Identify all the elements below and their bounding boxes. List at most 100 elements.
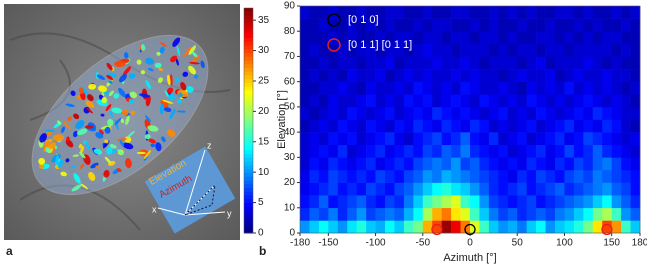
y-tick-label: 40 (284, 127, 296, 138)
heatmap-cell (564, 207, 575, 221)
heatmap-cell (318, 220, 329, 234)
heatmap-cell (555, 157, 565, 171)
heatmap-cell (592, 207, 603, 221)
heatmap-cell (573, 56, 584, 70)
heatmap-cell (366, 31, 376, 45)
colorbar-segment (244, 23, 253, 28)
grain (73, 130, 78, 138)
heatmap-cell (526, 69, 537, 82)
heatmap-cell (394, 220, 405, 234)
heatmap-cell (413, 132, 424, 146)
heatmap-cell (328, 69, 339, 82)
grain (188, 65, 197, 75)
heatmap-cell (526, 169, 537, 183)
heatmap-cell (517, 106, 527, 120)
grain (87, 94, 94, 102)
colorbar-segment (244, 206, 253, 211)
grain (72, 154, 80, 157)
heatmap-cell (555, 182, 565, 196)
heatmap-cell (403, 69, 414, 82)
heatmap-cell (498, 56, 509, 70)
heatmap-cell (498, 18, 509, 32)
heatmap-cell (422, 69, 433, 82)
heatmap-cell (451, 69, 461, 82)
grain (117, 149, 124, 155)
heatmap-cell (611, 182, 622, 196)
heatmap-cell (300, 207, 310, 221)
heatmap-cell (573, 144, 584, 158)
grain (78, 143, 82, 149)
heatmap-cell (403, 182, 414, 196)
y-tick-label: 60 (284, 76, 296, 87)
colorbar-segment (244, 131, 253, 136)
heatmap-cell (385, 69, 395, 82)
heatmap-cell (441, 169, 452, 183)
heatmap-cell (536, 56, 546, 70)
grain (45, 147, 50, 153)
grain (143, 150, 152, 160)
heatmap-cell (470, 106, 480, 120)
heatmap-cell (300, 132, 310, 146)
grain (128, 98, 134, 105)
colorbar-segment (244, 19, 253, 24)
heatmap-cell (526, 195, 537, 209)
heatmap-cell (422, 195, 433, 209)
heatmap-cell (356, 106, 367, 120)
heatmap-cell (318, 182, 329, 196)
heatmap-cell (422, 119, 433, 133)
heatmap-cell (432, 220, 442, 234)
colorbar-segment (244, 38, 253, 43)
heatmap-cell (432, 157, 442, 171)
x-axis-title: Azimuth [°] (443, 252, 496, 264)
heatmap-cell (375, 182, 386, 196)
colorbar-segment (244, 188, 253, 193)
heatmap-cell (611, 195, 622, 209)
heatmap-cell (309, 31, 320, 45)
heatmap-cell (498, 195, 509, 209)
heatmap-cell (470, 81, 480, 95)
colorbar-segment (244, 154, 253, 159)
heatmap-cell (403, 144, 414, 158)
heatmap-cell (545, 6, 556, 19)
heatmap-cell (451, 43, 461, 57)
heatmap-cell (451, 220, 461, 234)
heatmap-cell (555, 81, 565, 95)
heatmap-cell (356, 6, 367, 19)
colorbar-segment (244, 191, 253, 196)
heatmap-cell (545, 94, 556, 108)
heatmap-cell (602, 6, 612, 19)
heatmap-cell (583, 132, 594, 146)
grain (119, 73, 127, 83)
heatmap-cell (460, 182, 471, 196)
heatmap-cell (318, 6, 329, 19)
heatmap-cell (337, 182, 348, 196)
heatmap-cell (451, 207, 461, 221)
heatmap-cell (441, 81, 452, 95)
heatmap-cell (583, 220, 594, 234)
grain (66, 136, 70, 142)
heatmap-cell (328, 195, 339, 209)
heatmap-cell (611, 56, 622, 70)
heatmap-cell (621, 220, 631, 234)
heatmap-cell (536, 144, 546, 158)
heatmap-cell (479, 220, 490, 234)
heatmap-cell (394, 31, 405, 45)
heatmap-cell (460, 195, 471, 209)
heatmap-cell (413, 106, 424, 120)
heatmap-cell (460, 43, 471, 57)
heatmap-cell (451, 182, 461, 196)
heatmap-cell (507, 207, 518, 221)
grain (145, 115, 151, 123)
heatmap-cell (432, 18, 442, 32)
heatmap-cell (356, 207, 367, 221)
heatmap-cell (545, 182, 556, 196)
heatmap-cell (328, 31, 339, 45)
heatmap-cell (526, 56, 537, 70)
heatmap-cell (347, 195, 357, 209)
heatmap-cell (564, 220, 575, 234)
heatmap-cell (422, 56, 433, 70)
heatmap-cell (441, 94, 452, 108)
heatmap-cell (611, 207, 622, 221)
heatmap-cell (366, 144, 376, 158)
